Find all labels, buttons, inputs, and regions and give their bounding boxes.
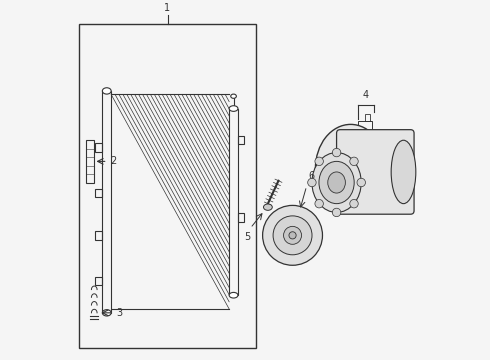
Bar — [365, 114, 370, 121]
Bar — [86, 140, 94, 183]
Bar — [79, 24, 256, 348]
Ellipse shape — [319, 161, 354, 204]
Ellipse shape — [264, 204, 272, 210]
Circle shape — [332, 148, 341, 157]
Bar — [95, 189, 102, 197]
Circle shape — [284, 226, 301, 244]
Ellipse shape — [312, 153, 361, 212]
Circle shape — [350, 199, 358, 208]
Bar — [238, 213, 245, 222]
Bar — [229, 109, 238, 295]
FancyBboxPatch shape — [337, 130, 414, 214]
Text: 3: 3 — [117, 308, 122, 318]
Ellipse shape — [316, 125, 386, 212]
Ellipse shape — [229, 106, 238, 111]
Circle shape — [315, 199, 323, 208]
Bar — [95, 277, 102, 285]
Bar — [95, 143, 102, 152]
Circle shape — [263, 206, 322, 265]
Ellipse shape — [328, 172, 345, 193]
Ellipse shape — [231, 94, 236, 98]
Circle shape — [315, 157, 323, 166]
Ellipse shape — [102, 310, 111, 316]
Text: 5: 5 — [245, 232, 250, 242]
Circle shape — [350, 157, 358, 166]
Text: 1: 1 — [165, 3, 171, 13]
Text: 4: 4 — [363, 90, 368, 100]
Ellipse shape — [102, 88, 111, 94]
Circle shape — [273, 216, 312, 255]
Bar — [95, 231, 102, 239]
Ellipse shape — [229, 292, 238, 298]
Bar — [358, 121, 372, 133]
Circle shape — [308, 178, 316, 187]
Circle shape — [357, 178, 366, 187]
Circle shape — [332, 208, 341, 217]
Text: 6: 6 — [308, 171, 315, 181]
Bar — [102, 91, 111, 313]
Text: 2: 2 — [110, 156, 117, 166]
Bar — [238, 136, 245, 144]
Ellipse shape — [391, 140, 416, 204]
Circle shape — [289, 232, 296, 239]
